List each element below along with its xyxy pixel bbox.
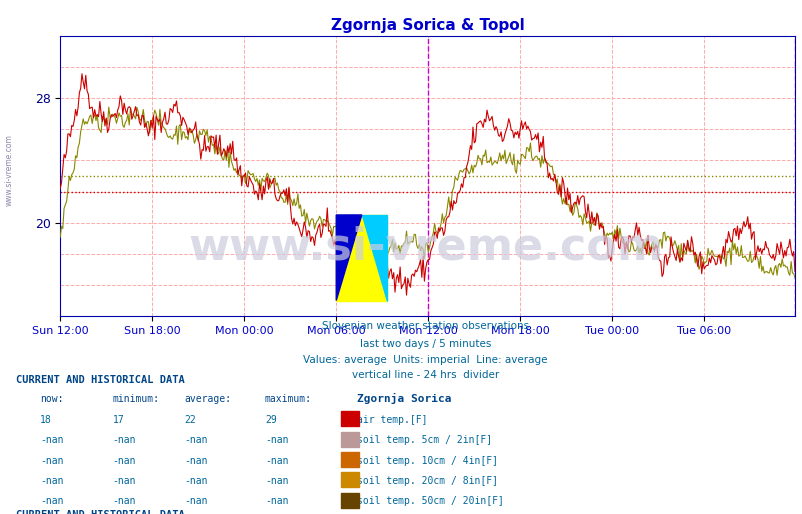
Text: average:: average: xyxy=(184,394,232,405)
Text: soil temp. 50cm / 20in[F]: soil temp. 50cm / 20in[F] xyxy=(357,497,504,506)
Text: soil temp. 20cm / 8in[F]: soil temp. 20cm / 8in[F] xyxy=(357,476,498,486)
Bar xyxy=(341,452,358,467)
Text: -nan: -nan xyxy=(40,497,63,506)
Text: -nan: -nan xyxy=(40,435,63,445)
Text: -nan: -nan xyxy=(265,435,288,445)
Text: maximum:: maximum: xyxy=(265,394,312,405)
Text: Slovenian weather station observations: Slovenian weather station observations xyxy=(322,321,529,331)
Text: now:: now: xyxy=(40,394,63,405)
Bar xyxy=(341,432,358,447)
Text: vertical line - 24 hrs  divider: vertical line - 24 hrs divider xyxy=(351,370,499,380)
Text: -nan: -nan xyxy=(184,476,208,486)
Bar xyxy=(341,472,358,487)
Text: 18: 18 xyxy=(40,415,52,425)
Text: minimum:: minimum: xyxy=(112,394,160,405)
Text: -nan: -nan xyxy=(184,497,208,506)
Text: Values: average  Units: imperial  Line: average: Values: average Units: imperial Line: av… xyxy=(303,355,547,364)
Polygon shape xyxy=(362,215,387,301)
Text: -nan: -nan xyxy=(265,455,288,466)
Bar xyxy=(341,411,358,426)
Text: -nan: -nan xyxy=(184,435,208,445)
Text: -nan: -nan xyxy=(184,455,208,466)
Text: last two days / 5 minutes: last two days / 5 minutes xyxy=(359,339,491,349)
Text: www.si-vreme.com: www.si-vreme.com xyxy=(5,134,14,206)
Text: -nan: -nan xyxy=(112,455,136,466)
Text: CURRENT AND HISTORICAL DATA: CURRENT AND HISTORICAL DATA xyxy=(16,375,184,385)
Text: 17: 17 xyxy=(112,415,124,425)
Text: -nan: -nan xyxy=(40,476,63,486)
Text: Zgornja Sorica: Zgornja Sorica xyxy=(357,393,452,405)
Text: -nan: -nan xyxy=(265,476,288,486)
Text: -nan: -nan xyxy=(112,476,136,486)
Text: -nan: -nan xyxy=(112,497,136,506)
Polygon shape xyxy=(336,215,362,301)
Text: CURRENT AND HISTORICAL DATA: CURRENT AND HISTORICAL DATA xyxy=(16,510,184,514)
Text: soil temp. 5cm / 2in[F]: soil temp. 5cm / 2in[F] xyxy=(357,435,492,445)
Text: soil temp. 10cm / 4in[F]: soil temp. 10cm / 4in[F] xyxy=(357,455,498,466)
Polygon shape xyxy=(336,215,387,301)
Text: air temp.[F]: air temp.[F] xyxy=(357,415,427,425)
Text: -nan: -nan xyxy=(40,455,63,466)
Text: www.si-vreme.com: www.si-vreme.com xyxy=(188,225,662,268)
Bar xyxy=(341,493,358,508)
Text: -nan: -nan xyxy=(265,497,288,506)
Text: -nan: -nan xyxy=(112,435,136,445)
Text: 22: 22 xyxy=(184,415,196,425)
Text: 29: 29 xyxy=(265,415,277,425)
Title: Zgornja Sorica & Topol: Zgornja Sorica & Topol xyxy=(330,19,524,33)
